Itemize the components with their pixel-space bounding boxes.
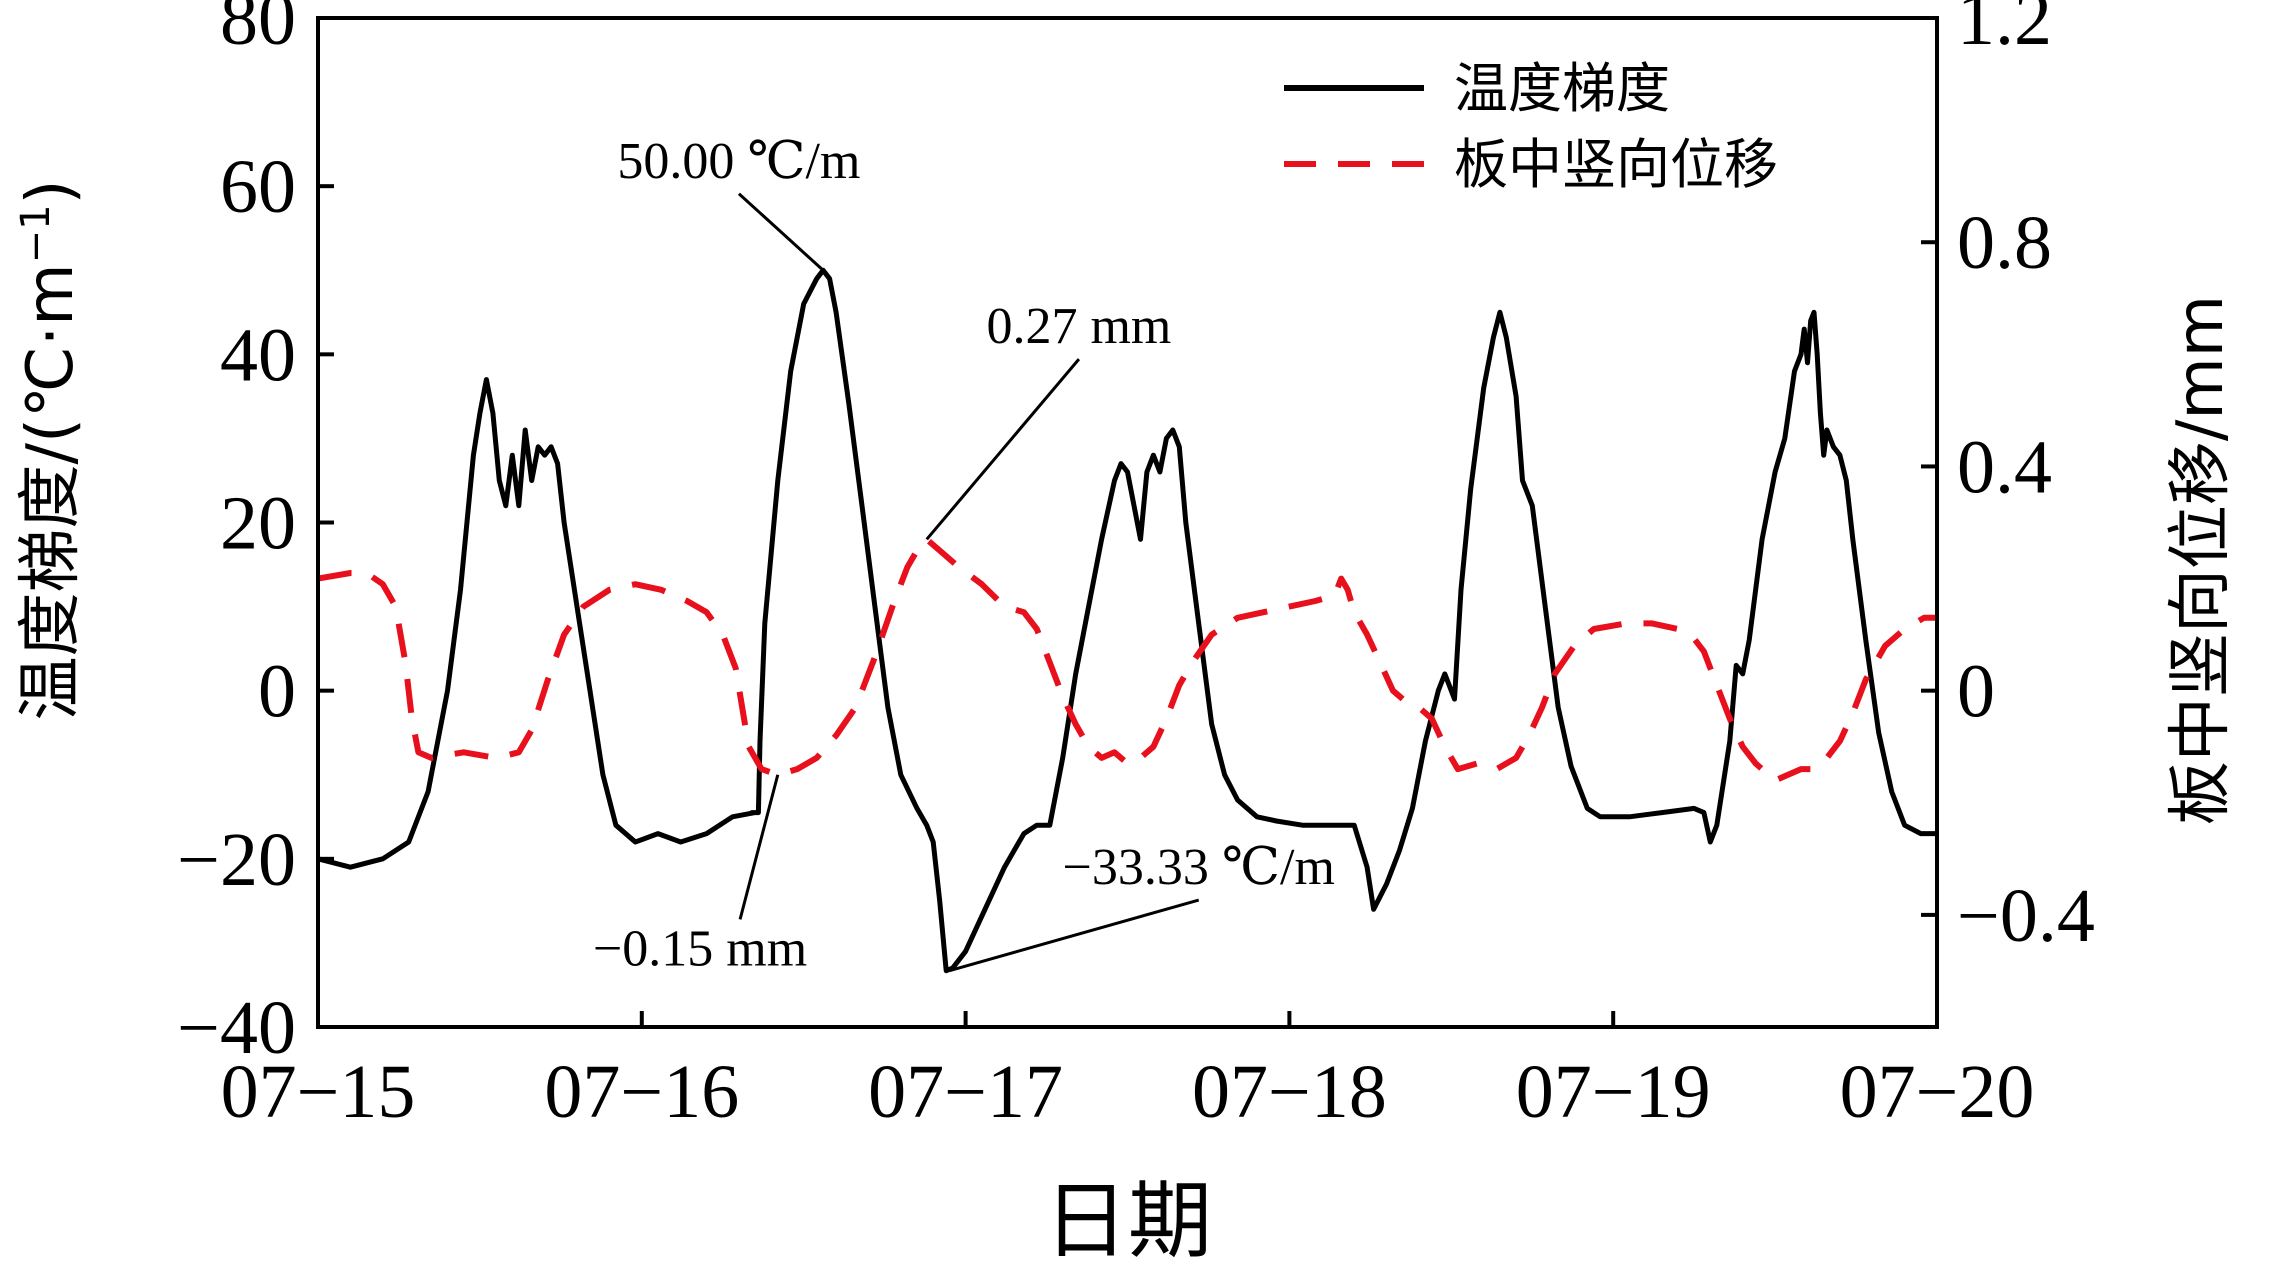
y-right-tick-label: 1.2 — [1957, 0, 2052, 61]
annotation-leader-1 — [925, 358, 1081, 541]
y-right-tick-label: −0.4 — [1957, 874, 2095, 958]
x-tick-label: 07−16 — [544, 1050, 739, 1134]
y-left-tick-label: −40 — [177, 986, 296, 1070]
annotation-label-3: −33.33 ℃/m — [1063, 839, 1335, 896]
annotation-label-0: 50.00 ℃/m — [617, 133, 860, 190]
y-axis-left-title-sup: −1 — [13, 204, 59, 263]
y-left-tick-label: 40 — [220, 313, 296, 397]
legend-label-temperature-gradient: 温度梯度 — [1454, 57, 1670, 120]
x-tick-label: 07−15 — [221, 1050, 416, 1134]
y-axis-left-title: 温度梯度/(℃·m−1) — [13, 179, 88, 720]
legend: 温度梯度 板中竖向位移 — [1284, 57, 1778, 196]
annotation-label-2: −0.15 mm — [593, 920, 807, 977]
series-line-1 — [317, 536, 1937, 784]
y-axis-left-title-close: ) — [14, 179, 88, 204]
y-right-tick-label: 0.4 — [1957, 425, 2052, 509]
annotation-leader-0 — [737, 192, 825, 272]
x-axis-title: 日期 — [1044, 1172, 1212, 1270]
series-layer — [317, 267, 1937, 974]
series-line-0 — [317, 267, 1937, 974]
annotation-leader-2 — [738, 774, 780, 920]
y-left-tick-label: 80 — [220, 0, 296, 61]
annotation-layer: 50.00 ℃/m 0.27 mm −0.15 mm −33.33 ℃/m — [593, 133, 1335, 978]
y-axis-left-title-main: 温度梯度/(℃·m — [14, 263, 88, 720]
x-tick-label: 07−18 — [1192, 1050, 1387, 1134]
x-tick-label: 07−17 — [868, 1050, 1063, 1134]
y-right-tick-label: 0.8 — [1957, 201, 2052, 285]
y-left-tick-label: −20 — [177, 818, 296, 902]
y-left-tick-label: 20 — [220, 482, 296, 566]
x-tick-label: 07−19 — [1516, 1050, 1711, 1134]
legend-label-vertical-displacement: 板中竖向位移 — [1454, 133, 1778, 196]
annotation-label-1: 0.27 mm — [986, 298, 1171, 355]
x-tick-label: 07−20 — [1840, 1050, 2035, 1134]
annotation-leader-3 — [949, 898, 1200, 973]
y-axis-right-title: 板中竖向位移/mm — [2164, 295, 2238, 825]
ticks-layer: 07−15 07−16 07−17 07−18 07−19 07−20 −40 −20 0 20 4… — [177, 0, 2095, 1134]
y-left-tick-label: 60 — [220, 145, 296, 229]
y-left-tick-label: 0 — [258, 650, 296, 734]
y-right-tick-label: 0 — [1957, 650, 1995, 734]
